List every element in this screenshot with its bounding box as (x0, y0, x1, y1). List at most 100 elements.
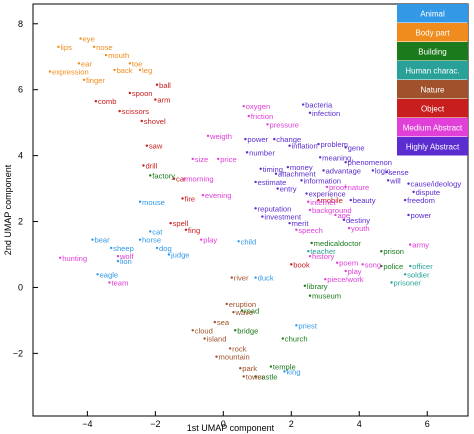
point-label-body-part: ear (81, 59, 92, 68)
point-building (269, 365, 273, 368)
point-label-highly-abstract: destiny (346, 216, 370, 225)
point-label-body-part: back (117, 66, 133, 75)
point-label-object: spoon (132, 89, 153, 98)
point-medium-abstract (295, 228, 298, 231)
point-building (310, 241, 313, 245)
point-label-highly-abstract: dispute (416, 188, 441, 197)
point-nature (203, 337, 206, 340)
point-nature (239, 367, 242, 370)
point-highly-abstract (317, 142, 320, 146)
point-highly-abstract (305, 192, 308, 195)
point-building (234, 329, 237, 332)
point-highly-abstract (385, 170, 388, 174)
x-axis-title: 1st UMAP component (187, 423, 275, 433)
y-axis-title: 2nd UMAP component (3, 164, 13, 255)
legend-swatch (397, 61, 468, 80)
point-label-object: saw (149, 142, 163, 151)
point-label-medium-abstract: pressure (269, 120, 299, 129)
y-tick-label: −2 (13, 348, 23, 358)
y-tick-label: 4 (18, 151, 23, 161)
point-animal (155, 246, 159, 250)
point-medium-abstract (308, 208, 312, 212)
point-label-object: shovel (144, 117, 166, 126)
point-label-medium-abstract: size (195, 155, 209, 164)
point-label-body-part: eye (83, 35, 95, 44)
point-label-medium-abstract: song (365, 260, 381, 269)
point-label-highly-abstract: experience (309, 190, 346, 199)
point-animal (283, 370, 286, 373)
legend-label: Highly Abstract (406, 143, 460, 152)
legend-label: Building (418, 48, 446, 57)
point-label-object: scissors (122, 107, 150, 116)
point-label-medium-abstract: poem (339, 259, 358, 268)
point-animal (116, 259, 120, 263)
point-medium-abstract (344, 185, 347, 189)
point-highly-abstract (276, 187, 279, 190)
point-label-highly-abstract: logic (375, 166, 391, 175)
point-highly-abstract (407, 182, 410, 185)
point-body-part (48, 70, 52, 73)
point-label-building: prison (383, 247, 404, 256)
point-label-animal: judge (170, 250, 190, 259)
point-medium-abstract (409, 243, 412, 246)
point-highly-abstract (254, 207, 257, 210)
point-label-object: spell (173, 219, 189, 228)
point-medium-abstract (242, 104, 245, 108)
x-tick-label: 2 (289, 419, 294, 429)
point-label-human-charac: prisoner (394, 279, 422, 288)
point-building (308, 294, 312, 297)
point-animal (295, 324, 298, 327)
point-label-object: fing (188, 226, 200, 235)
point-label-medium-abstract: oxygen (246, 102, 271, 111)
point-highly-abstract (286, 165, 290, 169)
point-label-body-part: leg (142, 66, 152, 75)
point-highly-abstract (273, 137, 276, 141)
point-highly-abstract (344, 146, 347, 149)
point-label-medium-abstract: friction (251, 112, 273, 121)
point-building (380, 250, 383, 253)
point-label-body-part: nose (96, 43, 112, 52)
point-label-highly-abstract: freedom (407, 196, 435, 205)
plot-frame (32, 3, 469, 417)
point-building (281, 337, 284, 340)
point-label-building: police (383, 262, 403, 271)
point-label-animal: mouse (142, 198, 165, 207)
point-label-building: temple (273, 363, 296, 372)
point-nature (225, 302, 228, 306)
point-label-medium-abstract: age (337, 211, 350, 220)
y-tick-label: 2 (18, 217, 23, 227)
point-label-object: mobile (320, 196, 342, 205)
point-label-nature: eruption (229, 300, 256, 309)
point-object (290, 263, 293, 266)
point-label-medium-abstract: weigth (209, 132, 232, 141)
point-label-medium-abstract: internet (310, 198, 336, 207)
point-medium-abstract (201, 193, 205, 197)
point-highly-abstract (254, 180, 257, 184)
point-highly-abstract (288, 144, 291, 147)
point-label-object: car (176, 175, 187, 184)
point-label-animal: bear (94, 236, 110, 245)
point-label-body-part: mouth (108, 51, 129, 60)
point-label-nature: tower (246, 372, 265, 381)
point-object (172, 177, 176, 180)
point-object (140, 119, 143, 123)
x-tick-label: −4 (82, 419, 92, 429)
point-medium-abstract (200, 238, 203, 241)
point-object (145, 144, 149, 147)
point-animal (138, 238, 142, 241)
point-medium-abstract (108, 281, 111, 284)
point-label-highly-abstract: meaning (322, 153, 351, 162)
point-animal (91, 238, 94, 241)
point-label-highly-abstract: gene (348, 143, 365, 152)
point-label-nature: park (242, 364, 257, 373)
point-label-animal: eagle (100, 270, 119, 279)
point-medium-abstract (325, 185, 329, 189)
point-medium-abstract (361, 263, 364, 266)
point-body-part (138, 68, 142, 72)
point-label-highly-abstract: cause/ideology (411, 180, 462, 189)
point-label-highly-abstract: advantage (326, 166, 361, 175)
point-label-medium-abstract: speech (298, 226, 323, 235)
point-label-building: factory (152, 171, 175, 180)
point-nature (242, 375, 245, 378)
point-human-charac (307, 250, 310, 253)
